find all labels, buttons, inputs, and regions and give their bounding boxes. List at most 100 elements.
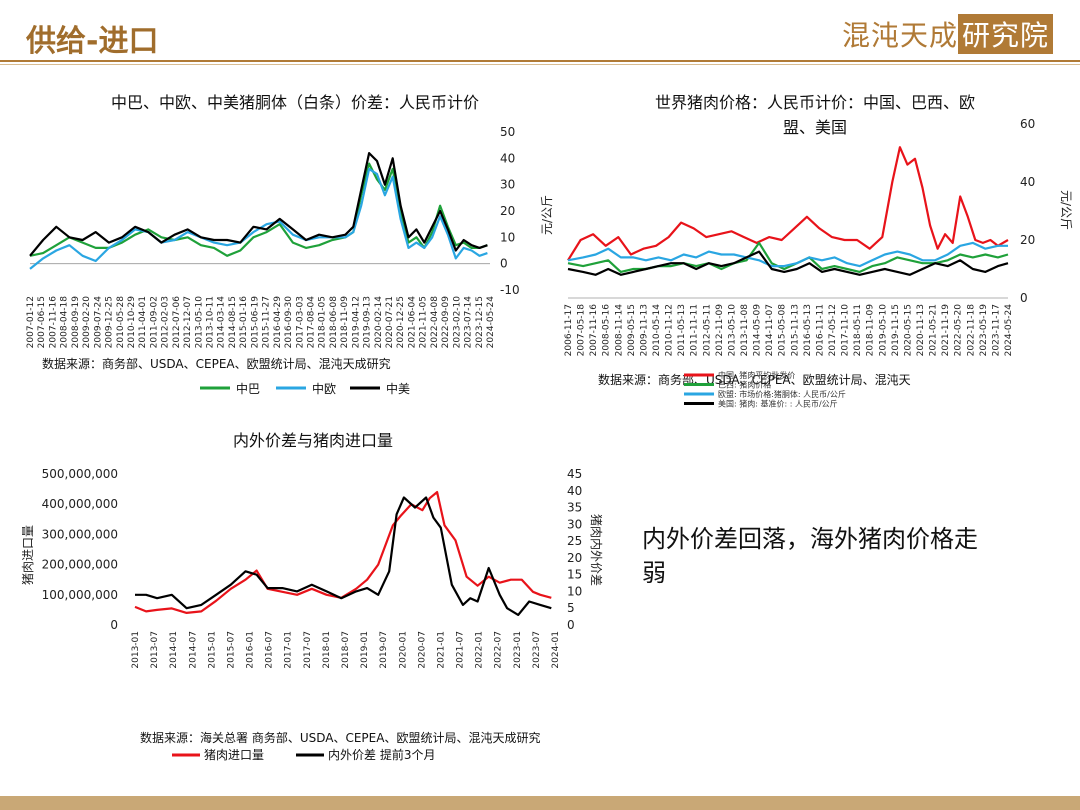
chart3-title: 内外价差与猪肉进口量: [233, 431, 393, 450]
chart1-tick-label: 2010-10-29: [127, 296, 137, 349]
chart1-legend-label: 中美: [386, 381, 410, 396]
chart3-tick-label: 2015-07: [226, 631, 236, 669]
chart1-tick-label: 2017-03-03: [295, 296, 305, 348]
chart2-legend-label: 中国: 猪肉平均批发价: [718, 370, 795, 380]
brand-logo-text: 混沌天成: [842, 19, 959, 52]
chart2-legend-label: 巴西: 猪肉价格: [718, 380, 771, 390]
chart3-tick-label: 2023-07: [532, 631, 542, 669]
chart3-tick-label: 2018-01: [322, 631, 332, 669]
chart1-y-tick: 10: [500, 230, 515, 244]
chart3-tick-label: 2020-07: [417, 631, 427, 669]
chart1-tick-label: 2021-06-04: [407, 296, 417, 349]
chart1-tick-label: 2022-04-08: [430, 296, 440, 349]
chart2-tick-label: 2015-05-08: [778, 304, 788, 357]
chart1-tick-label: 2012-12-07: [183, 296, 193, 348]
chart2-tick-label: 2008-05-16: [602, 304, 612, 357]
chart1-legend-label: 中欧: [312, 381, 336, 396]
brand-logo: 混沌天成 研究院: [842, 14, 1054, 54]
chart2-title-line1: 世界猪肉价格：人民币计价：中国、巴西、欧: [655, 93, 975, 112]
chart2-tick-label: 2014-05-09: [753, 304, 763, 357]
header-rule-thin: [0, 64, 1080, 65]
chart1-tick-label: 2018-01-05: [318, 296, 328, 348]
chart1-tick-label: 2011-04-01: [138, 296, 148, 348]
chart1-tick-label: 2007-06-15: [37, 296, 47, 348]
chart3-y-tick: 300,000,000: [42, 527, 118, 541]
chart2-tick-label: 2016-05-13: [803, 304, 813, 356]
footer-bar: [0, 796, 1080, 810]
chart2-tick-label: 2017-05-12: [828, 304, 838, 356]
chart2-tick-label: 2023-05-19: [979, 304, 989, 357]
chart1-tick-label: 2008-09-19: [71, 296, 81, 349]
chart3-tick-label: 2014-01: [169, 631, 179, 669]
chart1-tick-label: 2012-07-06: [172, 296, 182, 349]
chart1-y-tick: -10: [500, 283, 520, 297]
chart3-y2-tick: 30: [567, 517, 582, 531]
chart3-y2-tick: 35: [567, 501, 582, 515]
chart2-y-tick: 0: [1020, 291, 1028, 305]
chart2-tick-label: 2011-05-13: [677, 304, 687, 356]
chart1-tick-label: 2013-05-10: [194, 296, 204, 349]
chart1-tick-label: 2023-12-15: [475, 296, 485, 348]
chart2-tick-label: 2016-11-11: [815, 304, 825, 356]
chart1-series-0: [29, 162, 488, 257]
chart2-tick-label: 2020-05-15: [903, 304, 913, 356]
chart2-tick-label: 2012-05-11: [702, 304, 712, 356]
chart3-source: 数据来源：海关总署 商务部、USDA、CEPEA、欧盟统计局、混沌天成研究: [140, 730, 540, 745]
chart1-tick-label: 2007-11-16: [48, 296, 58, 349]
chart3-tick-label: 2024-01: [551, 631, 561, 669]
chart1-tick-label: 2008-04-18: [60, 296, 70, 349]
chart3-y2-tick: 40: [567, 484, 582, 498]
chart1-tick-label: 2019-04-12: [351, 296, 361, 348]
chart1-tick-label: 2023-02-10: [452, 296, 462, 349]
brand-logo-boxed: 研究院: [958, 14, 1054, 54]
chart2-tick-label: 2021-11-19: [941, 304, 951, 357]
chart3-tick-label: 2020-01: [398, 631, 408, 669]
chart2-tick-label: 2007-05-18: [577, 304, 587, 357]
chart1-tick-label: 2021-11-05: [419, 296, 429, 348]
header-rule: [0, 60, 1080, 62]
chart2-tick-label: 2014-11-07: [765, 304, 775, 356]
chart3-tick-label: 2015-01: [207, 631, 217, 669]
chart2-tick-label: 2009-05-15: [627, 304, 637, 356]
chart2-tick-label: 2010-11-12: [665, 304, 675, 356]
chart3-tick-label: 2016-07: [265, 631, 275, 669]
chart3-tick-label: 2017-07: [303, 631, 313, 669]
chart3-y-axis-label: 猪肉进口量: [21, 525, 35, 585]
chart1-tick-label: 2012-02-03: [161, 296, 171, 348]
chart3-y2-tick: 10: [567, 584, 582, 598]
chart1-tick-label: 2014-08-15: [228, 296, 238, 348]
chart3-y-tick: 500,000,000: [42, 467, 118, 481]
chart2-y-axis-label-right: 元/公斤: [1059, 190, 1073, 230]
chart2-series-0: [567, 146, 1009, 261]
chart1-tick-label: 2015-11-27: [262, 296, 272, 348]
chart2-tick-label: 2021-05-21: [929, 304, 939, 356]
chart2-title-line2: 盟、美国: [783, 118, 847, 137]
chart2-tick-label: 2023-11-17: [991, 304, 1001, 356]
chart1-tick-label: 2020-02-14: [374, 296, 384, 349]
chart2-tick-label: 2024-05-24: [1004, 304, 1014, 357]
chart2-tick-label: 2020-11-13: [916, 304, 926, 356]
chart2-y-tick: 20: [1020, 233, 1035, 247]
chart2-y-axis-label-left: 元/公斤: [540, 195, 554, 235]
chart1-y-tick: 30: [500, 178, 515, 192]
callout-text: 内外价差回落，海外猪肉价格走弱: [642, 525, 978, 587]
chart1-tick-label: 2009-07-24: [93, 296, 103, 349]
chart2-tick-label: 2011-11-11: [690, 304, 700, 356]
chart3-tick-label: 2019-07: [379, 631, 389, 669]
chart1-tick-label: 2009-02-20: [82, 296, 92, 349]
chart3-y2-tick: 15: [567, 568, 582, 582]
chart1-tick-label: 2024-05-24: [486, 296, 496, 349]
chart2-tick-label: 2018-11-09: [866, 304, 876, 357]
chart1-tick-label: 2017-08-04: [306, 296, 316, 349]
chart2-tick-label: 2019-05-10: [878, 304, 888, 357]
chart2-tick-label: 2019-11-15: [891, 304, 901, 356]
chart2-y-tick: 40: [1020, 175, 1035, 189]
chart1-tick-label: 2022-09-09: [441, 296, 451, 349]
chart1-legend-label: 中巴: [236, 381, 260, 396]
chart3-legend-label: 猪肉进口量: [204, 748, 264, 762]
chart3-tick-label: 2023-01: [513, 631, 523, 669]
chart1-source: 数据来源：商务部、USDA、CEPEA、欧盟统计局、混沌天成研究: [42, 356, 391, 371]
chart3-y-tick: 200,000,000: [42, 558, 118, 572]
